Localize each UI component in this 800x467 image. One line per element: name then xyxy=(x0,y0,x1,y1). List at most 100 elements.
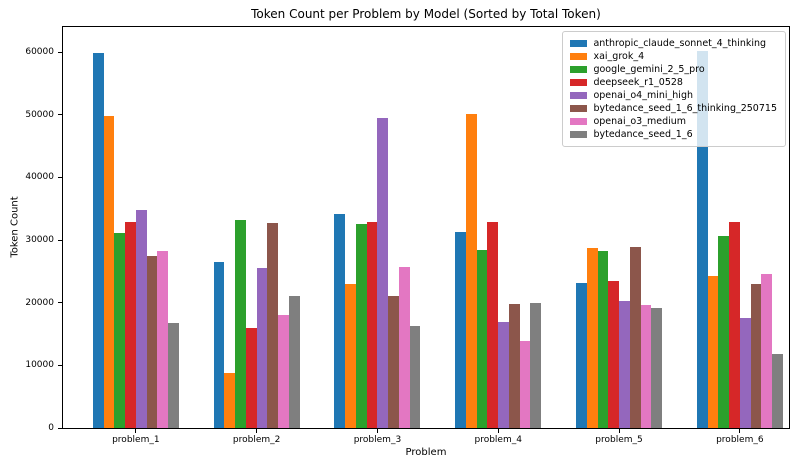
bar-bytedance_seed_1_6-problem_4 xyxy=(530,302,542,428)
bar-openai_o4_mini_high-problem_4 xyxy=(498,322,509,428)
bar-xai_grok_4-problem_3 xyxy=(345,283,356,428)
legend-item: anthropic_claude_sonnet_4_thinking xyxy=(570,37,777,50)
y-tick-label: 60000 xyxy=(25,47,54,58)
bar-bytedance_seed_1_6-problem_5 xyxy=(651,307,662,428)
bar-openai_o3_medium-problem_4 xyxy=(519,340,531,428)
bar-bytedance_seed_1_6-problem_3 xyxy=(409,325,421,428)
bar-openai_o3_medium-problem_3 xyxy=(398,266,410,428)
bar-google_gemini_2_5_pro-problem_3 xyxy=(355,224,367,428)
legend-label: bytedance_seed_1_6 xyxy=(593,129,693,140)
legend-item: bytedance_seed_1_6 xyxy=(570,128,777,141)
legend-item: openai_o3_medium xyxy=(570,115,777,128)
y-tick-mark xyxy=(58,176,62,178)
bar-deepseek_r1_0528-problem_4 xyxy=(487,221,499,428)
legend-item: xai_grok_4 xyxy=(570,50,777,63)
legend-item: openai_o4_mini_high xyxy=(570,89,777,102)
y-tick-label: 40000 xyxy=(25,172,54,183)
bar-openai_o4_mini_high-problem_6 xyxy=(739,317,751,428)
y-tick-mark xyxy=(58,114,62,116)
bar-xai_grok_4-problem_5 xyxy=(586,248,598,428)
x-tick-mark xyxy=(497,429,499,433)
legend-label: deepseek_r1_0528 xyxy=(593,77,683,88)
bar-bytedance_seed_1_6_thinking_250715-problem_2 xyxy=(267,223,279,428)
bar-bytedance_seed_1_6_thinking_250715-problem_5 xyxy=(629,246,641,428)
x-tick-mark xyxy=(135,429,137,433)
x-tick-label: problem_2 xyxy=(232,435,281,445)
plot-area: anthropic_claude_sonnet_4_thinking xai_gr… xyxy=(62,26,790,429)
legend: anthropic_claude_sonnet_4_thinking xai_gr… xyxy=(562,31,786,147)
legend-item: google_gemini_2_5_pro xyxy=(570,63,777,76)
bar-google_gemini_2_5_pro-problem_5 xyxy=(597,250,609,428)
bar-bytedance_seed_1_6-problem_1 xyxy=(168,322,179,428)
bar-deepseek_r1_0528-problem_2 xyxy=(245,327,257,428)
legend-swatch-icon xyxy=(570,79,588,86)
legend-label: xai_grok_4 xyxy=(593,51,645,62)
chart-title: Token Count per Problem by Model (Sorted… xyxy=(251,7,601,21)
bar-deepseek_r1_0528-problem_5 xyxy=(608,281,620,428)
bar-openai_o4_mini_high-problem_1 xyxy=(135,209,147,428)
legend-item: deepseek_r1_0528 xyxy=(570,76,777,89)
x-tick-label: problem_5 xyxy=(595,435,643,445)
bar-google_gemini_2_5_pro-problem_6 xyxy=(718,236,730,428)
y-tick-label: 50000 xyxy=(25,109,54,120)
bar-xai_grok_4-problem_6 xyxy=(707,276,719,428)
bar-xai_grok_4-problem_1 xyxy=(103,115,115,428)
bar-anthropic_claude_sonnet_4_thinking-problem_1 xyxy=(92,52,104,428)
legend-swatch-icon xyxy=(570,53,588,60)
bar-anthropic_claude_sonnet_4_thinking-problem_2 xyxy=(213,261,225,428)
bar-openai_o4_mini_high-problem_5 xyxy=(619,301,630,428)
bar-bytedance_seed_1_6_thinking_250715-problem_3 xyxy=(388,295,399,428)
bar-bytedance_seed_1_6_thinking_250715-problem_6 xyxy=(750,283,762,428)
x-tick-mark xyxy=(618,429,620,433)
bar-anthropic_claude_sonnet_4_thinking-problem_5 xyxy=(576,282,587,428)
y-tick-mark xyxy=(58,427,62,429)
bar-bytedance_seed_1_6-problem_6 xyxy=(772,354,783,428)
y-tick-label: 30000 xyxy=(25,235,54,246)
bar-xai_grok_4-problem_4 xyxy=(466,114,477,428)
x-axis-label: Problem xyxy=(405,447,447,458)
bar-bytedance_seed_1_6_thinking_250715-problem_1 xyxy=(146,255,158,428)
bar-anthropic_claude_sonnet_4_thinking-problem_4 xyxy=(455,231,466,428)
y-axis-label: Token Count xyxy=(9,196,21,258)
bar-openai_o3_medium-problem_6 xyxy=(761,273,773,428)
legend-swatch-icon xyxy=(570,66,588,73)
bar-google_gemini_2_5_pro-problem_4 xyxy=(476,250,488,428)
x-tick-mark xyxy=(256,429,258,433)
y-tick-label: 10000 xyxy=(25,360,54,371)
y-tick-mark xyxy=(58,302,62,304)
x-tick-mark xyxy=(739,429,741,433)
bar-openai_o3_medium-problem_2 xyxy=(278,314,289,428)
x-tick-label: problem_4 xyxy=(474,435,522,445)
bar-openai_o4_mini_high-problem_3 xyxy=(377,117,389,428)
legend-swatch-icon xyxy=(570,105,588,112)
bar-deepseek_r1_0528-problem_6 xyxy=(729,221,740,428)
bar-openai_o4_mini_high-problem_2 xyxy=(256,268,268,428)
bar-openai_o3_medium-problem_5 xyxy=(640,304,652,428)
y-tick-mark xyxy=(58,51,62,53)
y-tick-label: 0 xyxy=(48,423,54,433)
legend-item: bytedance_seed_1_6_thinking_250715 xyxy=(570,102,777,115)
legend-swatch-icon xyxy=(570,92,588,99)
bar-bytedance_seed_1_6_thinking_250715-problem_4 xyxy=(508,303,520,428)
legend-swatch-icon xyxy=(570,40,588,47)
y-tick-mark xyxy=(58,239,62,241)
legend-label: openai_o4_mini_high xyxy=(593,90,693,101)
bar-google_gemini_2_5_pro-problem_2 xyxy=(235,219,246,428)
legend-swatch-icon xyxy=(570,118,588,125)
bar-anthropic_claude_sonnet_4_thinking-problem_3 xyxy=(334,214,346,428)
legend-label: google_gemini_2_5_pro xyxy=(593,64,705,75)
x-tick-label: problem_6 xyxy=(716,435,764,445)
legend-label: bytedance_seed_1_6_thinking_250715 xyxy=(593,103,777,114)
legend-label: openai_o3_medium xyxy=(593,116,687,127)
bar-google_gemini_2_5_pro-problem_1 xyxy=(114,232,126,428)
y-tick-mark xyxy=(58,364,62,366)
bar-openai_o3_medium-problem_1 xyxy=(157,251,169,428)
bar-bytedance_seed_1_6-problem_2 xyxy=(288,295,300,428)
x-tick-label: problem_1 xyxy=(112,435,160,445)
bar-deepseek_r1_0528-problem_3 xyxy=(366,221,378,428)
legend-label: anthropic_claude_sonnet_4_thinking xyxy=(593,38,767,49)
bar-anthropic_claude_sonnet_4_thinking-problem_6 xyxy=(696,50,708,428)
x-tick-label: problem_3 xyxy=(353,435,402,445)
legend-swatch-icon xyxy=(570,131,588,138)
